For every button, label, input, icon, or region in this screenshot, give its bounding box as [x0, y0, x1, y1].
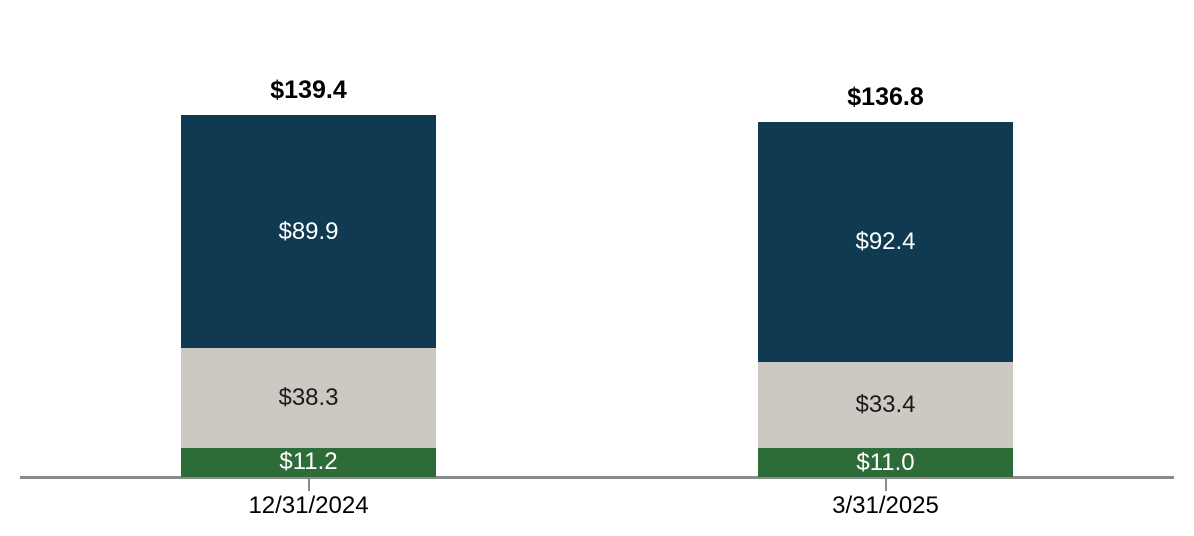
- bar-segment-bottom-segment-cat1: $11.0: [758, 448, 1013, 477]
- x-axis-tick: [307, 477, 310, 491]
- bar-segment-top-segment-cat0: $89.9: [181, 115, 436, 349]
- x-axis-line: [20, 476, 1174, 479]
- x-axis-tick: [884, 477, 887, 491]
- segment-value-label: $33.4: [855, 391, 916, 419]
- x-axis-category-label: 12/31/2024: [248, 492, 369, 519]
- bar-segment-middle-segment-cat1: $33.4: [758, 361, 1013, 449]
- bar-segment-top-segment-cat1: $92.4: [758, 121, 1013, 362]
- bar-total-label: $139.4: [270, 76, 347, 104]
- segment-value-label: $38.3: [278, 384, 339, 412]
- segment-value-label: $89.9: [278, 217, 339, 245]
- bar-segment-bottom-segment-cat0: $11.2: [181, 447, 436, 477]
- segment-value-label: $92.4: [855, 227, 916, 255]
- x-axis-category-label: 3/31/2025: [832, 492, 939, 519]
- bar-total-label: $136.8: [847, 82, 924, 111]
- bar-segment-middle-segment-cat0: $38.3: [181, 348, 436, 448]
- segment-value-label: $11.2: [279, 448, 338, 476]
- segment-value-label: $11.0: [856, 448, 915, 476]
